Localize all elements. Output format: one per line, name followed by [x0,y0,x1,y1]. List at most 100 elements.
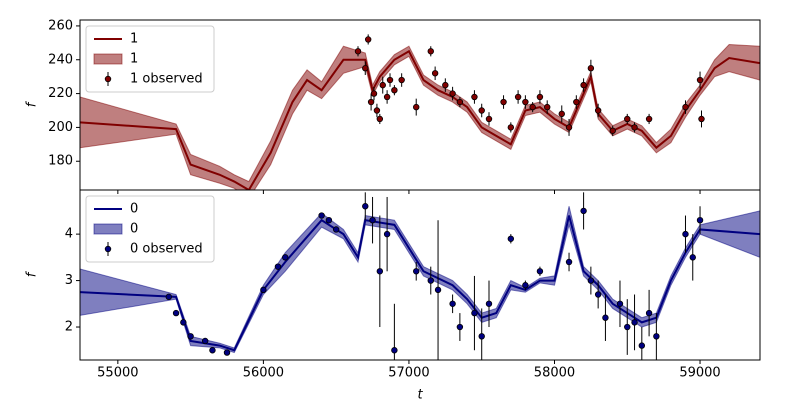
observation [449,90,456,97]
observation [449,300,456,307]
observation [682,230,689,238]
observation [223,349,231,356]
observation [514,93,522,101]
x-tick-label: 57000 [388,366,429,381]
y-tick-label: 180 [48,154,73,169]
observation [391,86,398,94]
plot-area [80,34,760,190]
x-axis-label: t [417,388,423,400]
observation [616,300,624,307]
observation [391,347,398,354]
observation [698,115,705,123]
observation [522,282,529,289]
observation [376,115,384,123]
legend-label: 1 [130,52,138,67]
y-tick-label: 3 [65,273,73,288]
observation [165,293,172,301]
observation [594,291,602,298]
observation [386,76,394,84]
observation [172,309,180,317]
observation [536,268,544,275]
legend-marker [104,75,112,83]
observation [383,93,391,101]
observation [536,93,544,101]
axes-frame [79,189,761,361]
observation [689,254,696,261]
observation [587,277,595,284]
observation [201,337,209,345]
y-tick-label: 4 [65,227,73,242]
y-tick-label: 220 [48,86,73,101]
observation [522,98,529,106]
observation [471,309,478,317]
legend-label: 0 observed [130,242,203,257]
observation [209,347,216,354]
observation [565,124,573,131]
observation [413,103,420,111]
observation [318,212,325,219]
observation [696,216,704,224]
observation [456,98,464,106]
observation [332,226,340,233]
observation [580,207,587,215]
x-tick-label: 55000 [97,366,138,381]
observation [602,314,609,321]
y-axis-label: f [25,270,40,277]
observation [478,107,485,114]
observation [369,216,376,224]
observation [500,98,507,106]
legend-box [85,25,215,93]
legend-patch [93,53,123,65]
legend-label: 1 [130,32,138,47]
observation [529,103,536,111]
observation [442,81,449,89]
observation [376,268,384,275]
observation [609,127,616,134]
y-tick-label: 240 [48,52,73,67]
observation [427,277,434,284]
legend-label: 1 observed [130,72,203,87]
observation [383,230,391,238]
observation [645,309,653,317]
observation [594,107,602,114]
observation [325,216,333,224]
observation [354,48,362,55]
x-tick-label: 58000 [534,366,575,381]
observation [638,342,646,349]
observation [478,333,485,340]
observation [413,268,420,275]
observation [565,258,573,266]
observation [507,124,515,131]
observation [427,48,434,55]
observation [398,76,405,84]
observation [187,333,194,340]
x-tick-label: 59000 [679,366,720,381]
observation [682,103,689,111]
observation [631,124,638,131]
observation [364,36,372,43]
observation [653,333,660,340]
observation [367,98,375,106]
observation [434,286,442,294]
y-tick-label: 2 [65,320,73,335]
legend-label: 0 [130,202,138,217]
observation [587,65,595,72]
observation [645,115,653,123]
observation [624,323,631,331]
observation [456,323,464,331]
observation [558,110,565,118]
y-tick-label: 260 [48,18,73,33]
y-axis-label: f [25,100,40,107]
observation [507,235,515,242]
observation [573,98,580,106]
x-tick-label: 56000 [243,366,284,381]
observation [180,319,187,326]
observation [485,115,493,123]
observation [485,300,493,307]
observation [370,90,378,97]
observation [373,107,381,114]
observation [431,70,439,77]
observation [624,115,631,123]
observation [260,286,267,294]
